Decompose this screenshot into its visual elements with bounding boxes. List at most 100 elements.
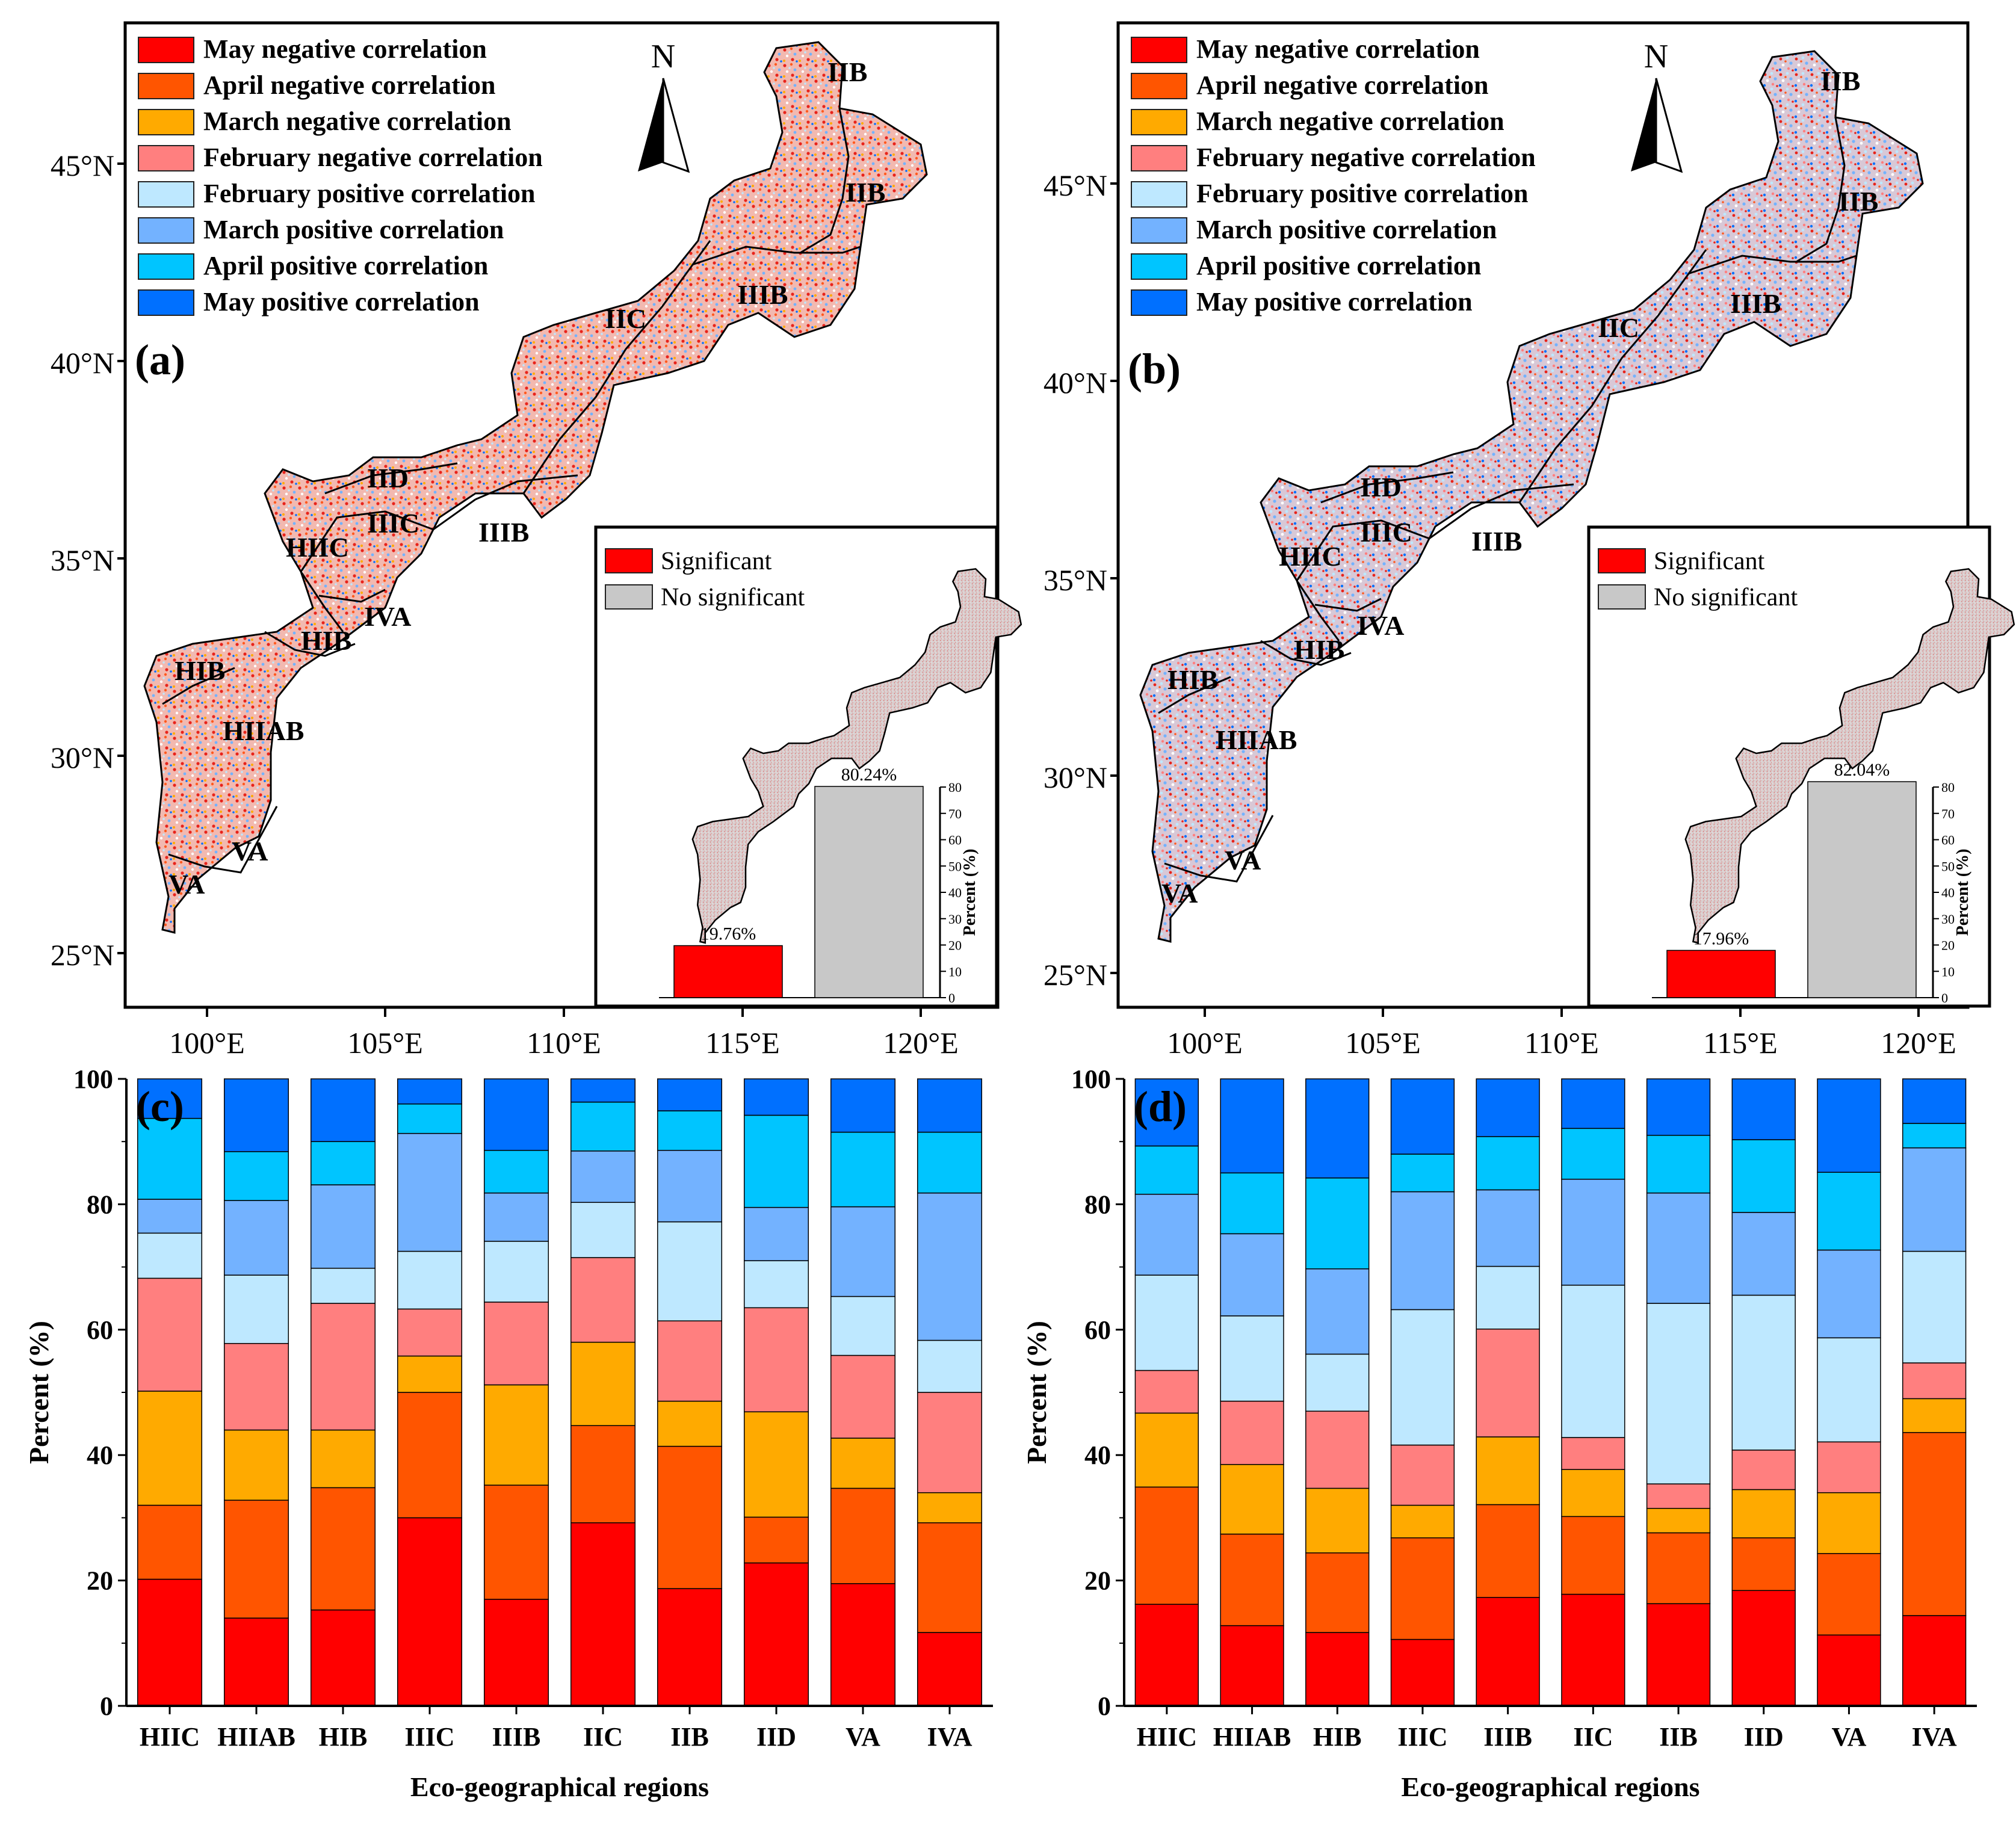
bar-segment [657, 1078, 723, 1111]
bar-segment [397, 1103, 463, 1134]
bar-segment [743, 1516, 809, 1564]
region-label: HIB [1167, 664, 1218, 695]
legend-swatch [138, 181, 194, 208]
bar-segment [917, 1339, 983, 1393]
bar-segment [570, 1522, 636, 1706]
bar-segment [1561, 1285, 1625, 1438]
lon-axis: 100°E 105°E 110°E 115°E 120°E [1167, 1007, 1956, 1060]
inset-y-tick-label: 50 [948, 859, 962, 874]
inset-y-tick-label: 40 [948, 885, 962, 900]
inset-legend-label: No significant [661, 584, 805, 611]
bar-segment [657, 1320, 723, 1402]
bar-segment [1134, 1145, 1199, 1195]
bar-segment [310, 1487, 376, 1611]
y-tick-label: 40 [1084, 1441, 1111, 1470]
region-label: IIB [1820, 66, 1860, 96]
region-label: VA [1161, 878, 1198, 909]
legend-swatch [138, 73, 194, 99]
bar-segment [137, 1117, 203, 1200]
legend-swatch [1131, 289, 1187, 316]
lat-axis: 45°N 40°N 35°N 30°N 25°N [1044, 168, 1118, 992]
bar-segment [137, 1504, 203, 1580]
inset-y-tick-label: 20 [948, 938, 962, 953]
bar-segment [137, 1277, 203, 1392]
y-tick-label: 100 [1071, 1064, 1111, 1094]
bar-segment [137, 1199, 203, 1234]
legend-label: April negative correlation [203, 70, 496, 100]
region-label: IIIC [367, 508, 419, 539]
legend-label: May negative correlation [1196, 34, 1480, 64]
legend-swatch [1131, 109, 1187, 135]
bar-segment [1817, 1337, 1881, 1443]
bar-segment [743, 1411, 809, 1518]
region-label: HIIC [1279, 541, 1342, 572]
bar-segment [743, 1114, 809, 1208]
inset-bar-no-significant [814, 786, 924, 998]
bar-segment [1731, 1537, 1796, 1592]
bar-segment [830, 1131, 896, 1208]
lon-label: 100°E [169, 1026, 245, 1060]
bar-segment [1476, 1329, 1540, 1438]
bar-segment [1390, 1309, 1455, 1446]
bar-segment [397, 1250, 463, 1310]
bar-segment [1476, 1189, 1540, 1267]
lat-label: 35°N [51, 543, 114, 577]
bar-segment [1731, 1212, 1796, 1296]
bar-segment [570, 1257, 636, 1343]
bar-segment [223, 1078, 289, 1152]
inset-bar-significant [1666, 950, 1776, 998]
inset-y-tick-label: 40 [1941, 885, 1955, 900]
legend-label: April positive correlation [203, 251, 488, 280]
inset-y-tick-label: 80 [1941, 780, 1955, 795]
bar-segment [1390, 1537, 1455, 1640]
x-tick-label: IIIC [404, 1722, 454, 1752]
inset-y-tick-label: 70 [948, 806, 962, 821]
legend-label: March positive correlation [203, 215, 504, 244]
lon-label: 105°E [1345, 1026, 1421, 1060]
x-tick-label: HIIC [140, 1722, 200, 1752]
y-tick-label: 40 [87, 1441, 113, 1470]
bar-segment [1476, 1136, 1540, 1191]
bar-segment [397, 1078, 463, 1105]
lat-label: 25°N [1044, 958, 1107, 992]
x-tick-label: IVA [1912, 1722, 1957, 1752]
bar-segment [1731, 1294, 1796, 1451]
legend-label: May positive correlation [1196, 287, 1473, 317]
region-label: IIIC [1360, 517, 1412, 548]
north-arrow-icon [662, 78, 690, 173]
bar-segment [917, 1392, 983, 1493]
bar-segment [1902, 1123, 1967, 1149]
region-label: IIB [827, 57, 867, 87]
lon-label: 115°E [705, 1026, 780, 1060]
lon-label: 120°E [883, 1026, 959, 1060]
inset-y-tick-label: 10 [1941, 964, 1955, 979]
bar-segment [137, 1578, 203, 1706]
bar-segment [483, 1150, 549, 1194]
x-tick-label: HIIAB [1213, 1722, 1291, 1752]
stacked-bar-chart-c: HIIC HIIAB HIB IIIC IIIB IIC IIB IID VA IVA 0 20 40 6… [23, 1064, 993, 1802]
bar-segment [1817, 1441, 1881, 1493]
x-tick-label: IIC [1573, 1722, 1613, 1752]
panel-label: (c) [136, 1082, 184, 1131]
bar-segment [570, 1425, 636, 1524]
bar-segment [1305, 1353, 1370, 1412]
legend-label: April negative correlation [1196, 70, 1489, 100]
inset-y-label: Percent (%) [960, 849, 979, 936]
legend-label: February negative correlation [203, 143, 543, 172]
bar-segment [1817, 1249, 1881, 1339]
bar-segment [223, 1429, 289, 1501]
x-tick-label: HIB [1313, 1722, 1362, 1752]
bar-segment [483, 1192, 549, 1242]
bar-segment [1476, 1265, 1540, 1330]
lon-label: 100°E [1167, 1026, 1243, 1060]
bar-segment [1646, 1483, 1711, 1509]
legend-swatch [1131, 253, 1187, 280]
lat-label: 25°N [51, 938, 114, 972]
region-label: VA [232, 836, 268, 866]
legend-swatch [138, 289, 194, 316]
lat-label: 40°N [1044, 366, 1107, 400]
bar-segment [310, 1078, 376, 1142]
region-label: HIB [301, 625, 351, 656]
inset-y-tick-label: 60 [1941, 833, 1955, 848]
bar-segment [1305, 1268, 1370, 1355]
